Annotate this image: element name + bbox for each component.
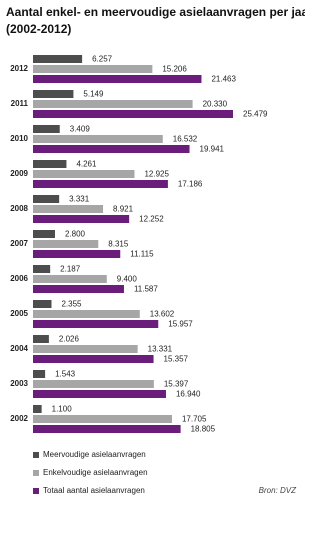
- bar: [33, 320, 159, 328]
- value-label: 25.479: [243, 110, 268, 119]
- chart-title: (2002-2012): [6, 22, 71, 36]
- value-label: 2.026: [59, 335, 80, 344]
- y-tick-label: 2009: [10, 169, 28, 178]
- y-tick-label: 2011: [11, 99, 29, 108]
- bar: [33, 240, 99, 248]
- bar: [33, 160, 67, 168]
- bar: [33, 215, 130, 223]
- bar: [33, 310, 140, 318]
- value-label: 3.409: [70, 125, 91, 134]
- bar: [33, 370, 46, 378]
- value-label: 13.331: [148, 345, 173, 354]
- y-tick-label: 2004: [10, 344, 28, 353]
- value-label: 8.315: [108, 240, 129, 249]
- value-label: 11.115: [130, 250, 154, 259]
- y-tick-label: 2007: [10, 239, 28, 248]
- value-label: 2.355: [61, 300, 82, 309]
- legend-swatch: [33, 470, 39, 476]
- value-label: 21.463: [211, 75, 236, 84]
- value-label: 17.705: [182, 415, 207, 424]
- bar: [33, 285, 124, 293]
- value-label: 2.187: [60, 265, 81, 274]
- value-label: 17.186: [178, 180, 203, 189]
- value-label: 15.397: [164, 380, 189, 389]
- bar: [33, 405, 42, 413]
- bar: [33, 55, 83, 63]
- value-label: 9.400: [117, 275, 138, 284]
- bar: [33, 90, 74, 98]
- bar: [33, 180, 168, 188]
- value-label: 6.257: [92, 55, 113, 64]
- bar: [33, 355, 154, 363]
- value-label: 4.261: [76, 160, 97, 169]
- value-label: 8.921: [113, 205, 134, 214]
- value-label: 12.925: [144, 170, 169, 179]
- bar: [33, 300, 52, 308]
- legend-label: Totaal aantal asielaanvragen: [43, 486, 145, 495]
- legend-label: Meervoudige asielaanvragen: [43, 450, 146, 459]
- bar: [33, 75, 202, 83]
- value-label: 3.331: [69, 195, 90, 204]
- value-label: 16.940: [176, 390, 201, 399]
- bar: [33, 380, 154, 388]
- y-tick-label: 2002: [10, 414, 28, 423]
- bar: [33, 345, 138, 353]
- source: Bron: DVZ: [259, 486, 297, 495]
- bar: [33, 125, 60, 133]
- bar: [33, 415, 172, 423]
- value-label: 1.543: [55, 370, 76, 379]
- legend-swatch: [33, 488, 39, 494]
- legend-swatch: [33, 452, 39, 458]
- bar: [33, 275, 107, 283]
- value-label: 19.941: [200, 145, 225, 154]
- bar: [33, 145, 190, 153]
- bar: [33, 265, 51, 273]
- value-label: 1.100: [52, 405, 73, 414]
- bar: [33, 425, 181, 433]
- bar: [33, 250, 121, 258]
- value-label: 15.357: [164, 355, 189, 364]
- bar: [33, 110, 233, 118]
- y-tick-label: 2005: [10, 309, 28, 318]
- y-tick-label: 2012: [10, 64, 28, 73]
- bar: [33, 205, 104, 213]
- value-label: 15.206: [162, 65, 187, 74]
- value-label: 18.805: [191, 425, 216, 434]
- y-tick-label: 2006: [10, 274, 28, 283]
- value-label: 16.532: [173, 135, 198, 144]
- bar: [33, 65, 153, 73]
- chart: Aantal enkel- en meervoudige asielaanvra…: [6, 5, 305, 495]
- value-label: 15.957: [168, 320, 193, 329]
- value-label: 5.149: [83, 90, 104, 99]
- bar: [33, 230, 55, 238]
- y-tick-label: 2008: [10, 204, 28, 213]
- y-tick-label: 2003: [10, 379, 28, 388]
- value-label: 11.587: [134, 285, 158, 294]
- y-tick-label: 2010: [10, 134, 28, 143]
- bar: [33, 335, 49, 343]
- value-label: 2.800: [65, 230, 86, 239]
- value-label: 20.330: [203, 100, 228, 109]
- chart-title: Aantal enkel- en meervoudige asielaanvra…: [6, 5, 305, 19]
- legend-label: Enkelvoudige asielaanvragen: [43, 468, 148, 477]
- value-label: 12.252: [139, 215, 164, 224]
- bar: [33, 135, 163, 143]
- bar: [33, 195, 60, 203]
- value-label: 13.602: [150, 310, 175, 319]
- bar: [33, 390, 166, 398]
- bar: [33, 100, 193, 108]
- bar: [33, 170, 135, 178]
